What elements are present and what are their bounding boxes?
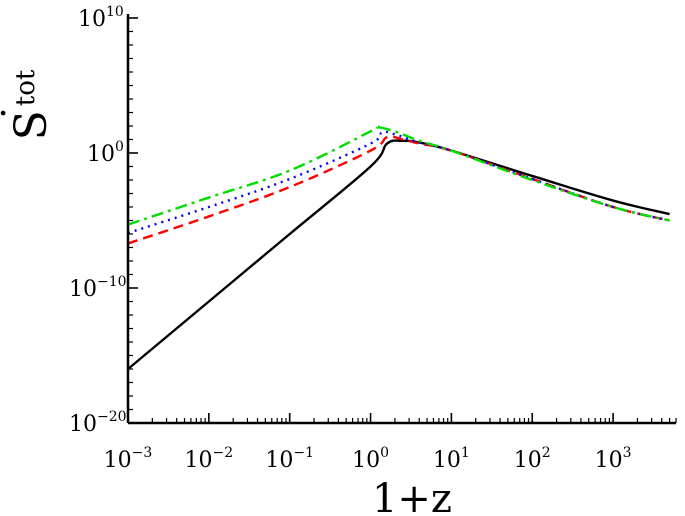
y-tick-label: 10−10 [69,274,127,302]
x-tick-label: 10−3 [104,445,153,473]
series-layer [127,125,670,370]
series-line-solid [127,139,670,370]
x-tick-label: 10−2 [185,445,234,473]
labels-layer: 10−3 10−2 10−1 100 101 102 103 10−20 10−10 100 101… [69,4,632,473]
svg-text:Stot: Stot [6,69,57,140]
y-tick-label: 10−20 [69,409,127,437]
series-line-dashed [127,135,670,245]
y-axis-title: Stot · [0,69,57,140]
y-tick-label: 1010 [78,4,124,32]
x-tick-label: 102 [514,445,551,473]
axes-layer [126,14,676,425]
ticks-layer [127,17,677,424]
x-tick-label: 10−1 [265,445,314,473]
x-tick-label: 103 [595,445,632,473]
y-axis-title-dot: · [0,107,25,118]
x-tick-label: 101 [433,445,470,473]
y-axis-title-main: S [6,110,57,140]
x-tick-label: 100 [352,445,389,473]
y-axis-title-sub: tot [11,69,41,106]
series-line-dotted [127,130,670,235]
y-tick-label: 100 [87,139,124,167]
series-line-dashdot [127,125,670,226]
x-axis-title: 1+z [372,476,452,516]
